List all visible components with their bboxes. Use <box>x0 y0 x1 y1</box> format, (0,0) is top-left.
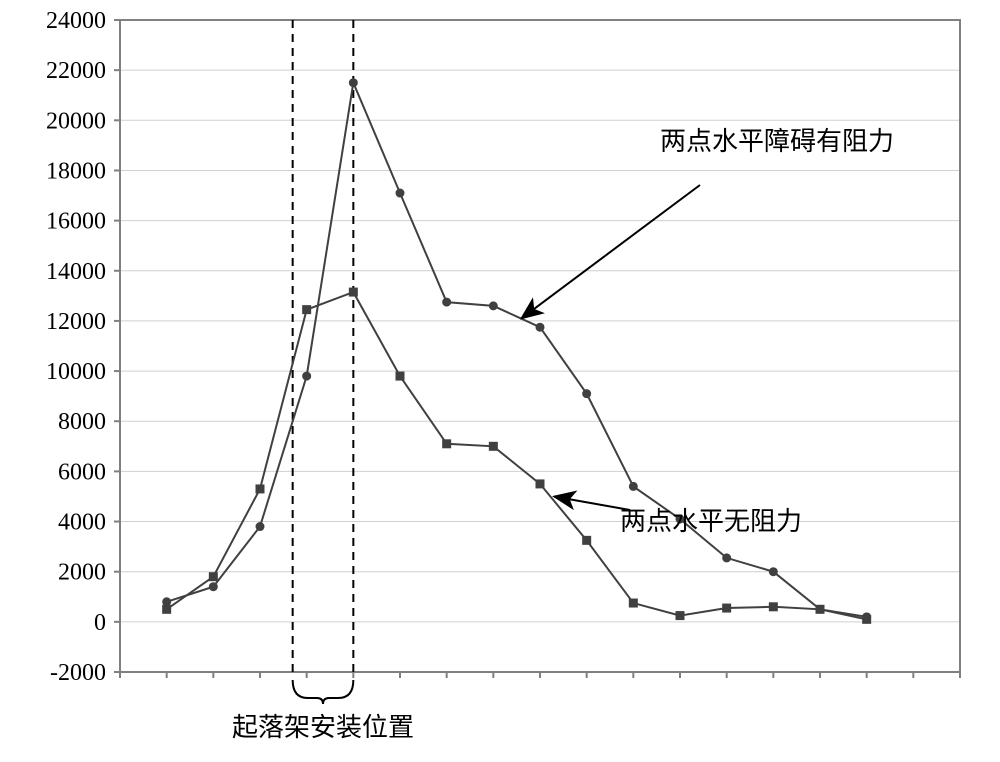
marker-square <box>396 372 404 380</box>
chart-container: -2000 0 2000 4000 6000 8000 10000 12000 14000 160… <box>0 0 1000 762</box>
marker-circle <box>769 568 777 576</box>
bracket-label: 起落架安装位置 <box>232 713 414 742</box>
marker-square <box>583 536 591 544</box>
marker-square <box>536 480 544 488</box>
y-tick-label: 18000 <box>46 158 106 184</box>
y-tick-label: 6000 <box>58 459 106 485</box>
marker-circle <box>723 554 731 562</box>
y-tick-label: 0 <box>94 610 106 636</box>
marker-square <box>349 288 357 296</box>
marker-square <box>303 306 311 314</box>
marker-circle <box>443 298 451 306</box>
marker-square <box>256 485 264 493</box>
marker-circle <box>163 598 171 606</box>
y-tick-label: 20000 <box>46 108 106 134</box>
marker-circle <box>349 79 357 87</box>
y-tick-label: 22000 <box>46 58 106 84</box>
y-tick-label: -2000 <box>50 660 106 686</box>
annotation-label: 两点水平无阻力 <box>620 507 802 536</box>
marker-circle <box>396 189 404 197</box>
marker-square <box>863 615 871 623</box>
marker-square <box>769 603 777 611</box>
marker-circle <box>256 523 264 531</box>
marker-square <box>443 440 451 448</box>
marker-square <box>723 604 731 612</box>
marker-circle <box>536 323 544 331</box>
marker-square <box>629 599 637 607</box>
annotation-label: 两点水平障碍有阻力 <box>660 127 894 156</box>
y-tick-label: 10000 <box>46 359 106 385</box>
marker-square <box>209 573 217 581</box>
y-tick-label: 14000 <box>46 259 106 285</box>
marker-circle <box>583 390 591 398</box>
marker-circle <box>303 372 311 380</box>
y-tick-label: 24000 <box>46 8 106 34</box>
marker-square <box>816 605 824 613</box>
marker-square <box>163 605 171 613</box>
marker-square <box>676 612 684 620</box>
y-tick-label: 16000 <box>46 209 106 235</box>
y-tick-label: 2000 <box>58 560 106 586</box>
marker-circle <box>629 482 637 490</box>
marker-square <box>489 442 497 450</box>
y-tick-label: 8000 <box>58 409 106 435</box>
marker-circle <box>489 302 497 310</box>
line-chart: -2000 0 2000 4000 6000 8000 10000 12000 14000 160… <box>0 0 1000 762</box>
y-tick-label: 4000 <box>58 510 106 536</box>
marker-circle <box>209 583 217 591</box>
y-tick-label: 12000 <box>46 309 106 335</box>
